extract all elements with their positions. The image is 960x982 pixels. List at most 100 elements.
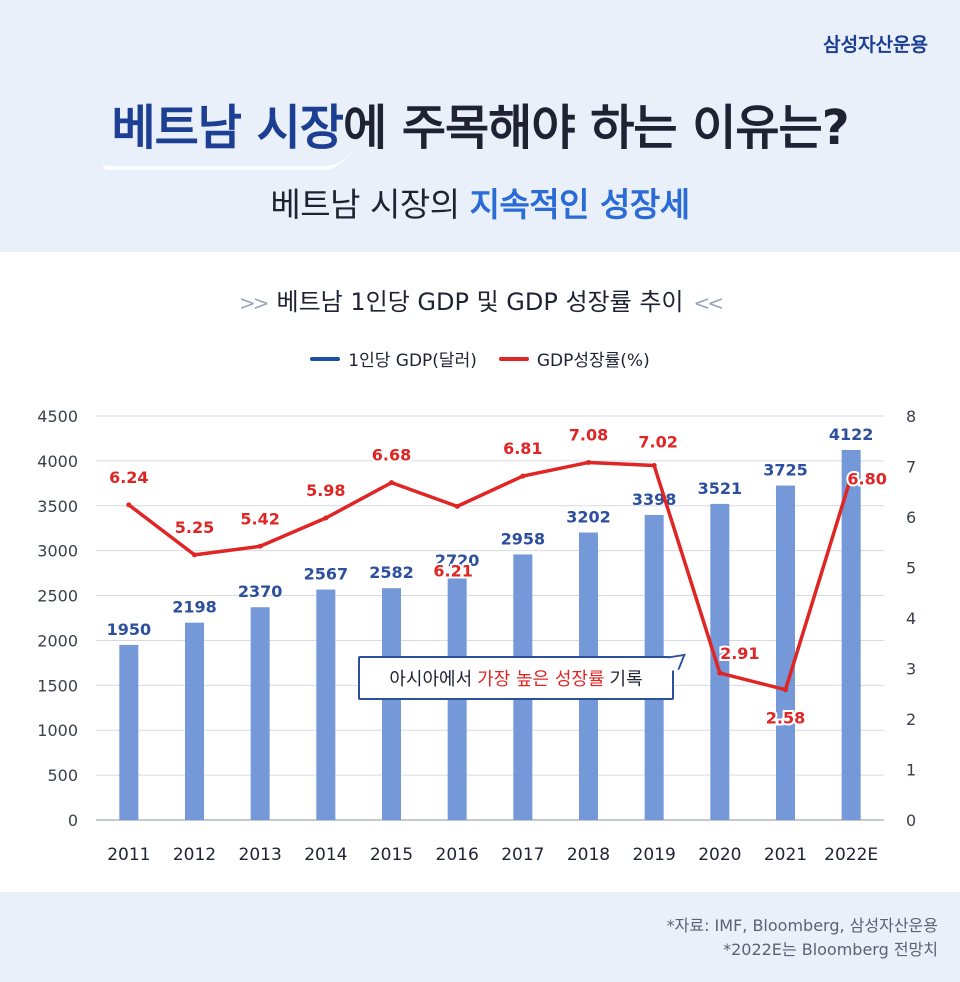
- line-point-growth: [783, 687, 788, 693]
- line-value-label: 6.24: [109, 468, 148, 487]
- legend-label-gdp: 1인당 GDP(달러): [348, 351, 477, 371]
- bar-gdp: [185, 622, 204, 820]
- headline-rest: 에 주목해야 하는 이유는?: [342, 100, 850, 156]
- line-value-label: 5.25: [175, 518, 214, 537]
- line-point-growth: [389, 480, 394, 486]
- line-point-growth: [323, 515, 329, 521]
- subheadline: 베트남 시장의 지속적인 성장세: [0, 178, 960, 226]
- bar-gdp: [710, 503, 730, 820]
- x-tick-label: 2017: [501, 845, 544, 865]
- x-tick-label: 2012: [173, 845, 216, 865]
- bar-gdp: [841, 449, 861, 820]
- x-tick-label: 2021: [764, 845, 807, 865]
- line-value-label: 2.58: [766, 709, 805, 728]
- legend-swatch-gdp: [310, 356, 341, 361]
- y-left-tick-label: 3000: [37, 542, 78, 561]
- line-point-growth: [192, 552, 197, 558]
- bar-value-label: 2198: [172, 598, 217, 617]
- x-tick-label: 2022E: [824, 845, 878, 865]
- bar-value-label: 2958: [501, 529, 546, 548]
- annotation-before: 아시아에서: [389, 669, 473, 690]
- y-right-tick-label: 2: [906, 710, 916, 729]
- headline-accent: 베트남 시장: [111, 100, 344, 156]
- y-right-tick-label: 7: [906, 458, 916, 477]
- legend-item-gdp: 1인당 GDP(달러): [310, 346, 477, 371]
- line-point-growth: [586, 459, 591, 465]
- y-left-tick-label: 1500: [37, 676, 78, 695]
- chart-title: >> 베트남 1인당 GDP 및 GDP 성장률 추이 <<: [0, 282, 960, 317]
- y-left-tick-label: 0: [68, 811, 78, 830]
- bar-gdp: [776, 485, 795, 820]
- y-right-tick-label: 4: [906, 609, 916, 628]
- y-left-tick-label: 2500: [37, 587, 78, 606]
- bar-gdp: [316, 589, 336, 820]
- subheadline-accent: 지속적인 성장세: [469, 185, 691, 224]
- annotation-after: 기록: [609, 669, 643, 690]
- bar-value-label: 2567: [304, 565, 349, 584]
- x-tick-label: 2018: [567, 845, 610, 865]
- y-right-tick-label: 5: [906, 559, 916, 578]
- line-value-label: 6.80: [847, 470, 886, 489]
- headline: 베트남 시장에 주목해야 하는 이유는?: [0, 88, 960, 158]
- line-point-growth: [126, 502, 132, 508]
- y-left-tick-label: 2000: [37, 631, 78, 650]
- x-tick-label: 2011: [107, 845, 150, 865]
- brand-logo: 삼성자산운용: [823, 34, 928, 56]
- line-value-label: 5.98: [306, 481, 345, 500]
- y-right-tick-label: 8: [906, 407, 916, 426]
- line-point-growth: [651, 462, 657, 468]
- y-right-tick-label: 0: [906, 811, 916, 830]
- line-value-label: 6.21: [433, 561, 472, 580]
- line-value-label: 7.08: [569, 425, 608, 444]
- source-line-2: *2022E는 Bloomberg 전망치: [723, 940, 938, 959]
- bar-gdp: [119, 644, 139, 820]
- bar-value-label: 4122: [829, 425, 874, 444]
- y-right-tick-label: 3: [906, 660, 916, 679]
- y-left-tick-label: 500: [47, 766, 78, 785]
- chevron-left-icon: <<: [693, 291, 724, 315]
- chart-panel: [0, 252, 960, 892]
- bar-value-label: 3202: [566, 508, 611, 527]
- bar-gdp: [250, 607, 270, 820]
- y-left-tick-label: 1000: [37, 721, 78, 740]
- bar-value-label: 3521: [698, 479, 743, 498]
- line-value-label: 2.91: [720, 644, 759, 663]
- line-point-growth: [257, 543, 263, 549]
- line-value-label: 6.81: [503, 439, 542, 458]
- legend-label-growth: GDP성장률(%): [536, 351, 650, 371]
- line-growth: [127, 460, 853, 692]
- y-right-tick-label: 1: [906, 761, 916, 780]
- subheadline-plain: 베트남 시장의: [270, 185, 470, 224]
- annotation-highlight: 가장 높은 성장률: [477, 669, 605, 690]
- x-tick-label: 2015: [370, 845, 413, 865]
- line-point-growth: [454, 503, 460, 509]
- bar-value-label: 3398: [632, 490, 677, 509]
- x-tick-label: 2014: [304, 845, 347, 865]
- legend-swatch-growth: [498, 356, 529, 361]
- line-point-growth: [520, 473, 526, 479]
- x-tick-label: 2013: [239, 845, 282, 865]
- source-note: *자료: IMF, Bloomberg, 삼성자산운용 *2022E는 Bloo…: [667, 914, 938, 962]
- y-right-tick-label: 6: [906, 508, 916, 527]
- line-point-growth: [848, 474, 854, 480]
- bar-value-label: 2582: [369, 563, 414, 582]
- bar-value-label: 1950: [107, 620, 152, 639]
- y-left-tick-label: 3500: [37, 497, 78, 516]
- bar-value-label: 2370: [238, 582, 283, 601]
- chevron-right-icon: >>: [238, 291, 269, 315]
- legend-item-growth: GDP성장률(%): [498, 346, 650, 371]
- line-value-label: 7.02: [638, 432, 677, 451]
- bar-value-label: 3725: [763, 461, 808, 480]
- x-tick-label: 2020: [698, 845, 741, 865]
- line-point-growth: [717, 670, 723, 676]
- line-value-label: 5.42: [240, 509, 279, 528]
- x-tick-label: 2019: [633, 845, 676, 865]
- chart-legend: 1인당 GDP(달러) GDP성장률(%): [0, 346, 960, 371]
- source-line-1: *자료: IMF, Bloomberg, 삼성자산운용: [666, 916, 938, 935]
- y-left-tick-label: 4500: [37, 407, 78, 426]
- x-tick-label: 2016: [436, 845, 479, 865]
- bar-gdp: [382, 588, 401, 820]
- chart-title-text: 베트남 1인당 GDP 및 GDP 성장률 추이: [276, 288, 684, 316]
- annotation-callout: 아시아에서 가장 높은 성장률 기록: [358, 656, 674, 700]
